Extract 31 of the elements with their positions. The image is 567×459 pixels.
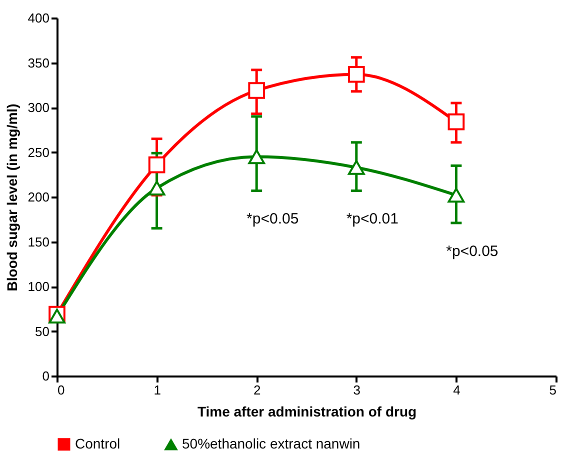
point [348, 160, 365, 175]
point [348, 66, 365, 83]
point [48, 308, 66, 324]
legend-label: 50%ethanolic extract nanwin [182, 436, 360, 452]
point [148, 156, 166, 174]
point [248, 82, 266, 99]
y-tick-label: 0 [42, 368, 50, 384]
y-tick-label: 400 [28, 10, 50, 26]
y-tick-label: 100 [28, 279, 50, 294]
annotation: *p<0.01 [346, 210, 398, 228]
annotation: *p<0.05 [246, 210, 299, 228]
point [248, 149, 266, 164]
y-tick-label: 200 [28, 190, 50, 204]
y-tick-label: 50 [35, 324, 50, 339]
x-tick-label: 0 [58, 382, 65, 398]
y-tick-label: 250 [28, 144, 50, 160]
annotation: *p<0.05 [446, 242, 498, 260]
legend-label: Control [75, 435, 120, 452]
point [448, 188, 465, 203]
x-tick-label: 3 [353, 382, 361, 398]
x-tick-label: 1 [154, 382, 161, 398]
y-axis-title: Blood sugar level (in mg/ml) [4, 104, 20, 292]
y-tick-label: 350 [28, 55, 50, 70]
x-tick-label: 2 [253, 382, 261, 398]
point [448, 113, 465, 130]
x-axis-title: Time after administration of drug [197, 404, 417, 420]
x-tick-label: 4 [453, 382, 460, 398]
y-tick-label: 150 [28, 234, 50, 250]
y-tick-label: 300 [28, 100, 50, 115]
x-tick-label: 5 [549, 382, 556, 398]
point [148, 180, 166, 196]
